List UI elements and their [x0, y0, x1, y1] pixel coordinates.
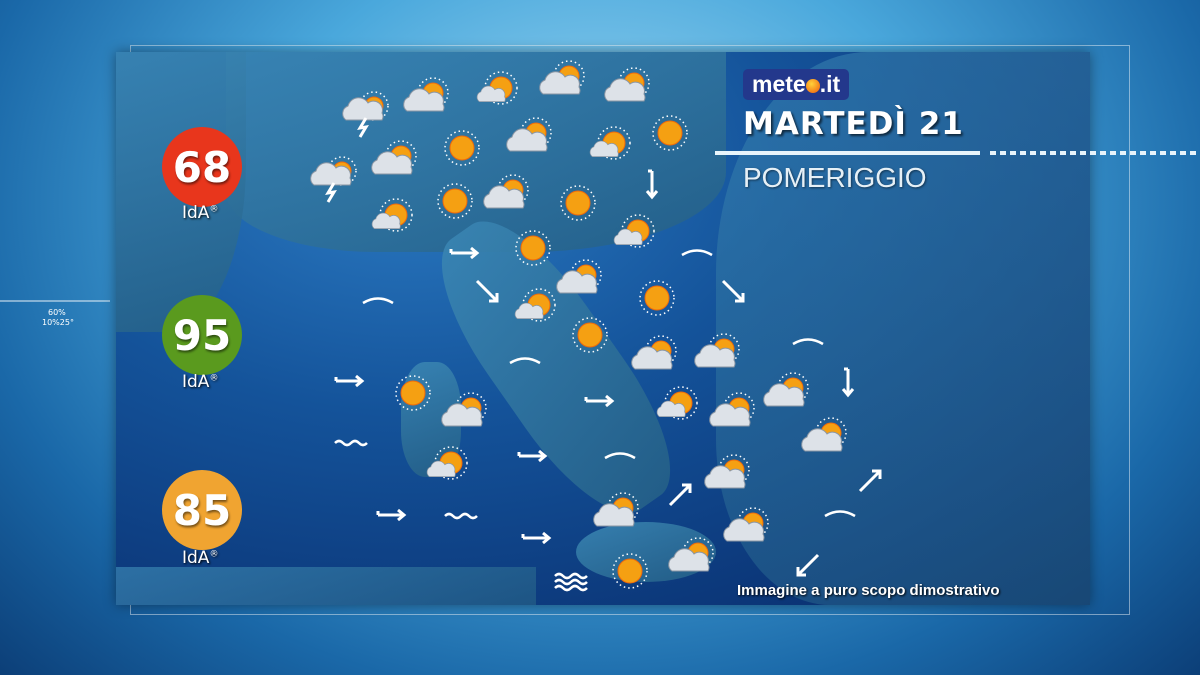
meteo-logo: mete .it [743, 69, 850, 100]
cloud-sun-icon [402, 73, 452, 127]
ida-label-3: IdA® [182, 548, 219, 568]
arrow-down-left-icon [783, 540, 833, 594]
side-humidity: 60% [48, 308, 66, 317]
cloud-sun-icon [800, 413, 850, 467]
sea-slight-icon [783, 316, 833, 370]
side-values: 10%25° [42, 318, 74, 327]
disclaimer: Immagine a puro scopo dimostrativo [737, 582, 1000, 599]
dotted-divider [990, 151, 1200, 155]
sea-slight-icon [595, 430, 645, 484]
ida-badge-1: 68 [162, 127, 242, 207]
logo-sun-dot [805, 79, 820, 93]
ida-label-1: IdA® [182, 203, 219, 223]
ida-badge-3: 85 [162, 470, 242, 550]
sea-moderate-icon [325, 418, 375, 472]
sun-cloud-icon [585, 121, 635, 175]
sea-slight-icon [353, 275, 403, 329]
sea-slight-icon [815, 488, 865, 542]
arrow-up-right-icon [655, 470, 705, 524]
sun-icon [437, 123, 487, 177]
cloud-sun-icon [482, 170, 532, 224]
arrow-right-icon [508, 431, 558, 485]
arrow-right-icon [367, 490, 417, 544]
cloud-sun-icon [693, 329, 743, 383]
arrow-up-right-icon [845, 456, 895, 510]
sun-cloud-icon [422, 441, 472, 495]
ida-label-2: IdA® [182, 372, 219, 392]
cloud-sun-icon [703, 450, 753, 504]
sun-cloud-icon [609, 209, 659, 263]
sea-moderate-icon [435, 491, 485, 545]
sea-slight-icon [500, 335, 550, 389]
sun-icon [430, 176, 480, 230]
arrow-right-icon [325, 356, 375, 410]
sun-icon [632, 273, 682, 327]
sea-rough-icon [545, 556, 595, 610]
arrow-right-icon [575, 376, 625, 430]
cloud-sun-icon [555, 255, 605, 309]
sea-slight-icon [672, 227, 722, 281]
cloud-sun-icon [630, 331, 680, 385]
cloud-sun-icon [592, 488, 642, 542]
cloud-sun-icon [603, 63, 653, 117]
cloud-sun-icon [762, 368, 812, 422]
arrow-down-icon [823, 358, 873, 412]
arrow-right-icon [440, 228, 490, 282]
forecast-day: MARTEDÌ 21 [743, 106, 964, 142]
arrow-down-right-icon [708, 266, 758, 320]
arrow-right-icon [512, 513, 562, 567]
land-africa [116, 567, 536, 605]
sun-cloud-icon [510, 283, 560, 337]
land-balkans [716, 52, 1090, 605]
sun-icon [388, 368, 438, 422]
forecast-period: POMERIGGIO [743, 162, 927, 193]
ida-badge-2: 95 [162, 295, 242, 375]
sun-icon [508, 223, 558, 277]
cloud-sun-icon [505, 113, 555, 167]
sun-icon [565, 310, 615, 364]
sun-cloud-icon [652, 381, 702, 435]
storm-icon [310, 153, 360, 207]
cloud-sun-icon [440, 388, 490, 442]
storm-icon [342, 88, 392, 142]
arrow-down-icon [627, 160, 677, 214]
cloud-sun-icon [722, 503, 772, 557]
cloud-sun-icon [708, 388, 758, 442]
cloud-sun-icon [538, 56, 588, 110]
sun-icon [645, 108, 695, 162]
sun-icon [605, 546, 655, 600]
cloud-sun-icon [370, 136, 420, 190]
sun-icon [553, 178, 603, 232]
decor-line [0, 300, 110, 302]
divider [715, 151, 980, 155]
arrow-down-right-icon [462, 266, 512, 320]
cloud-sun-icon [667, 533, 717, 587]
sun-cloud-icon [367, 193, 417, 247]
sun-cloud-icon [472, 66, 522, 120]
